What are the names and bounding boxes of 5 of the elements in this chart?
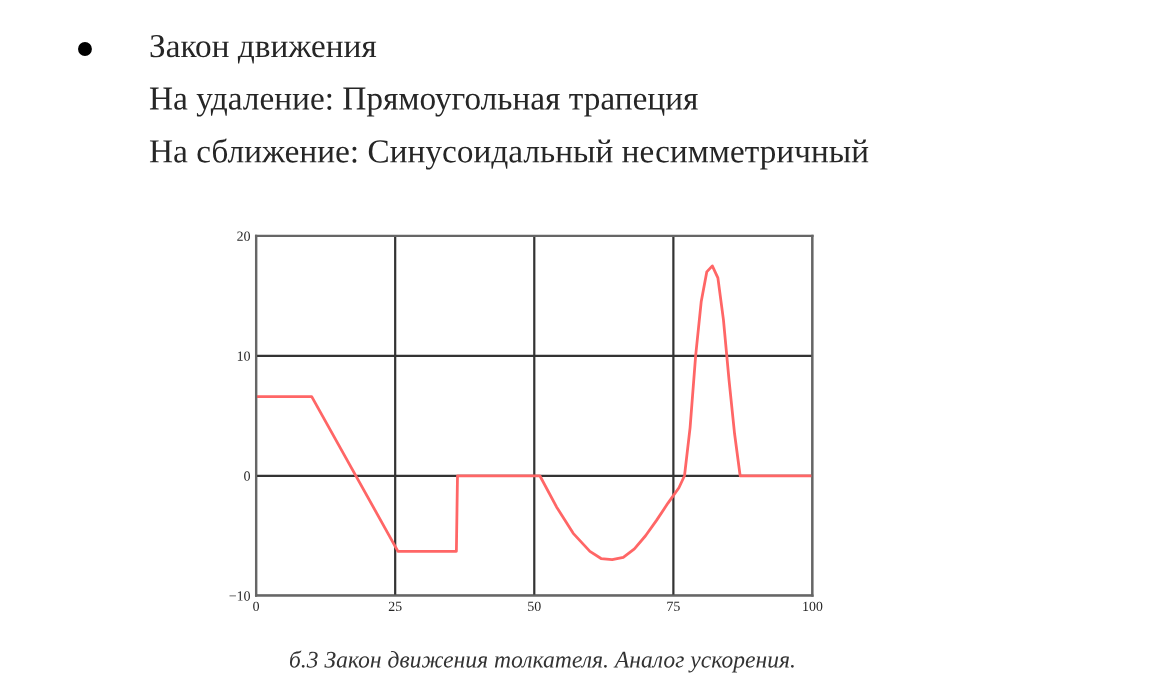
chart-title: Закон движения: [150, 34, 377, 64]
text: На сближение: Синусоидальный несимметричный: [149, 138, 869, 170]
text: На удаление: Прямоугольная трапеция: [149, 87, 698, 117]
text: б.3 Закон движения толкателя. Аналог ускорения.: [289, 650, 794, 673]
line-series: [256, 264, 813, 562]
